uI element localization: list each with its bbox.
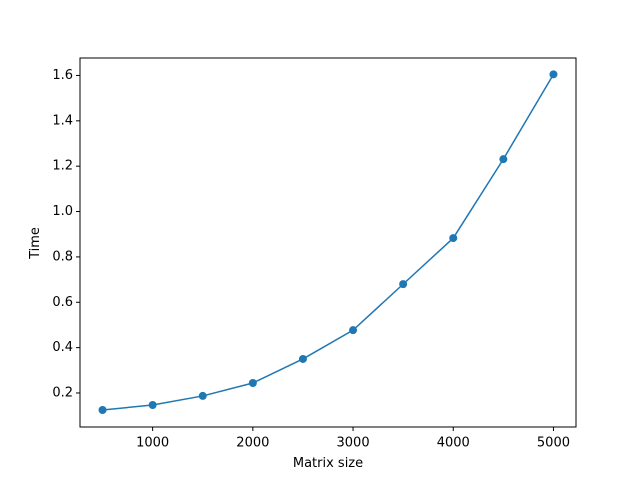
point xyxy=(98,405,107,414)
y-tick-label: 0.6 xyxy=(52,295,73,310)
x-tick-label: 1000 xyxy=(136,436,169,451)
point xyxy=(148,401,157,410)
point xyxy=(349,326,358,335)
y-tick-label: 1.6 xyxy=(52,68,73,83)
point xyxy=(298,354,307,363)
point xyxy=(248,379,257,388)
y-tick-label: 1.0 xyxy=(52,204,73,219)
y-tick-label: 0.2 xyxy=(52,385,73,400)
point xyxy=(499,155,508,164)
x-tick-label: 5000 xyxy=(537,436,570,451)
point xyxy=(549,70,558,79)
y-tick-label: 0.8 xyxy=(52,249,73,264)
point xyxy=(198,391,207,400)
point xyxy=(449,234,458,243)
x-tick-label: 4000 xyxy=(437,436,470,451)
point xyxy=(399,280,408,289)
plot-frame xyxy=(79,57,577,428)
line xyxy=(102,73,555,411)
y-tick-label: 0.4 xyxy=(52,340,73,355)
y-axis-label: Time xyxy=(28,227,43,260)
y-tick-label: 1.4 xyxy=(52,113,73,128)
x-tick-label: 2000 xyxy=(236,436,269,451)
y-tick-label: 1.2 xyxy=(52,159,73,174)
x-tick-label: 3000 xyxy=(337,436,370,451)
x-axis-label: Matrix size xyxy=(293,456,363,471)
